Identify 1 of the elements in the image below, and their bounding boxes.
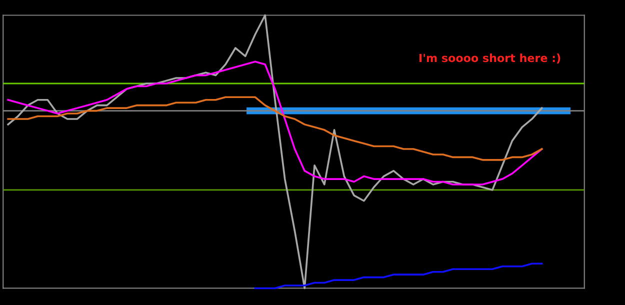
annotation: I'm soooo short here :) — [419, 54, 560, 64]
